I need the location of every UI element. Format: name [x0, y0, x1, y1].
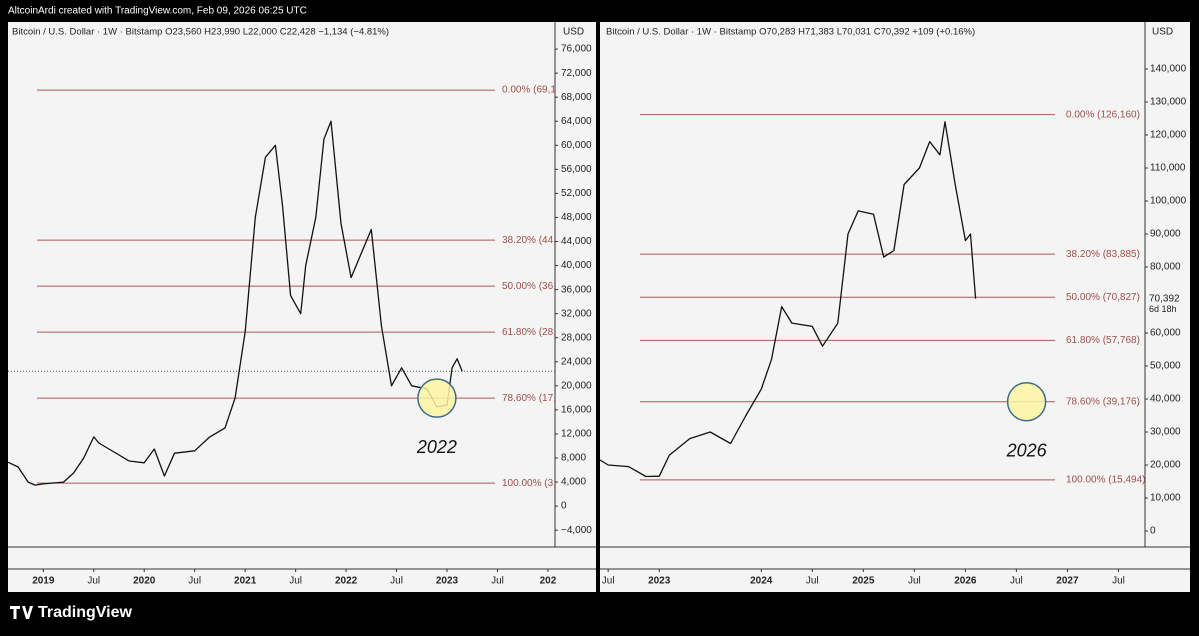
fib-label: 50.00% (70,827): [1066, 292, 1140, 303]
y-tick-label: 100,000: [1150, 196, 1187, 207]
footer-brand: TradingView: [38, 604, 133, 621]
y-tick-label: 90,000: [1150, 229, 1181, 240]
y-tick-label: 60,000: [1150, 328, 1181, 339]
x-tick-label: Jul: [390, 576, 403, 587]
panel-background: [600, 22, 1190, 592]
fib-label: 100.00% (15,494): [1066, 475, 1146, 486]
x-tick-label: 2019: [32, 576, 55, 587]
highlight-circle: [1006, 381, 1047, 422]
fib-label: 100.00% (3,: [502, 478, 556, 489]
x-tick-label: 2022: [335, 576, 358, 587]
x-tick-label: 2023: [648, 576, 671, 587]
x-tick-label: 2027: [1056, 576, 1079, 587]
x-tick-label: Jul: [87, 576, 100, 587]
y-tick-label: 40,000: [561, 260, 592, 271]
fib-label: 38.20% (83,885): [1066, 249, 1140, 260]
x-tick-label: 2025: [852, 576, 875, 587]
y-tick-label: 20,000: [1150, 460, 1181, 471]
x-tick-label: Jul: [602, 576, 615, 587]
y-tick-label: 64,000: [561, 116, 592, 127]
x-tick-label: 2026: [954, 576, 977, 587]
fib-label: 61.80% (57,768): [1066, 335, 1140, 346]
currency-label: USD: [1152, 27, 1173, 38]
annotation: 2026: [1006, 440, 1048, 460]
plot-area: 0.00% (126,160) 38.20% (83,885) 50.00% (70…: [600, 109, 1146, 486]
y-tick-label: 72,000: [561, 68, 592, 79]
y-tick-label: 52,000: [561, 188, 592, 199]
y-tick-label: 12,000: [561, 429, 592, 440]
x-tick-label: Jul: [1112, 576, 1125, 587]
price-line: [8, 120, 463, 486]
x-tick-label: Jul: [491, 576, 504, 587]
y-tick-label: 36,000: [561, 284, 592, 295]
fib-label: 78.60% (17,: [502, 393, 556, 404]
x-tick-label: 2024: [750, 576, 773, 587]
chart-panel: Bitcoin / U.S. Dollar · 1W · Bitstamp O7…: [600, 22, 1190, 592]
y-tick-label: 4,000: [561, 477, 586, 488]
x-tick-label: 2021: [234, 576, 257, 587]
x-tick-label: Jul: [908, 576, 921, 587]
x-tick-label: 2023: [436, 576, 459, 587]
y-tick-label: 20,000: [561, 380, 592, 391]
y-tick-label: 28,000: [561, 332, 592, 343]
y-tick-label: 80,000: [1150, 262, 1181, 273]
x-tick-label: Jul: [289, 576, 302, 587]
y-tick-label: 110,000: [1150, 163, 1186, 174]
currency-label: USD: [563, 27, 584, 38]
fib-label: 78.60% (39,176): [1066, 396, 1140, 407]
plot-area: 0.00% (69,1 38.20% (44, 50.00% (36, 61.80% …: [8, 85, 556, 489]
y-tick-label: 32,000: [561, 308, 592, 319]
annotation: 2022: [416, 437, 457, 457]
x-tick-label: Jul: [188, 576, 201, 587]
x-tick-label: Jul: [806, 576, 819, 587]
y-tick-label: 16,000: [561, 405, 592, 416]
y-tick-label: 56,000: [561, 164, 592, 175]
y-tick-label: 30,000: [1150, 427, 1181, 438]
y-tick-label: 44,000: [561, 236, 592, 247]
y-tick-label: 76,000: [561, 44, 592, 55]
y-tick-label: 24,000: [561, 356, 592, 367]
y-tick-label: 8,000: [561, 453, 586, 464]
footer-logo: TradingView: [10, 604, 133, 621]
y-tick-label: 0: [561, 501, 567, 512]
countdown-label: 6d 18h: [1149, 304, 1177, 314]
y-tick-label: 140,000: [1150, 64, 1187, 75]
y-tick-label: 130,000: [1150, 97, 1187, 108]
y-tick-label: 120,000: [1150, 130, 1187, 141]
highlight-circle: [417, 378, 457, 418]
y-tick-label: 10,000: [1150, 493, 1181, 504]
last-price-box: [1146, 290, 1189, 314]
logo-icon: [10, 606, 33, 619]
price-line: [600, 121, 977, 478]
fib-label: 0.00% (69,1: [502, 85, 556, 96]
fib-label: 0.00% (126,160): [1066, 109, 1140, 120]
y-tick-label: 50,000: [1150, 361, 1181, 372]
x-tick-label: 202: [540, 576, 557, 587]
x-tick-label: Jul: [1010, 576, 1023, 587]
fib-label: 61.80% (28,: [502, 327, 556, 338]
y-tick-label: 60,000: [561, 140, 592, 151]
chart-title: Bitcoin / U.S. Dollar · 1W · Bitstamp O7…: [606, 27, 975, 38]
chart-panel: Bitcoin / U.S. Dollar · 1W · Bitstamp O2…: [8, 22, 596, 592]
x-tick-label: 2020: [133, 576, 156, 587]
y-tick-label: −4,000: [561, 525, 592, 536]
y-tick-label: 0: [1150, 526, 1156, 537]
y-tick-label: 68,000: [561, 92, 592, 103]
last-price-label: 70,392: [1149, 293, 1180, 304]
y-tick-label: 40,000: [1150, 394, 1181, 405]
fib-label: 50.00% (36,: [502, 281, 556, 292]
y-tick-label: 48,000: [561, 212, 592, 223]
fib-label: 38.20% (44,: [502, 235, 556, 246]
chart-title: Bitcoin / U.S. Dollar · 1W · Bitstamp O2…: [12, 27, 389, 38]
header: AltcoinArdi created with TradingView.com…: [8, 6, 307, 17]
